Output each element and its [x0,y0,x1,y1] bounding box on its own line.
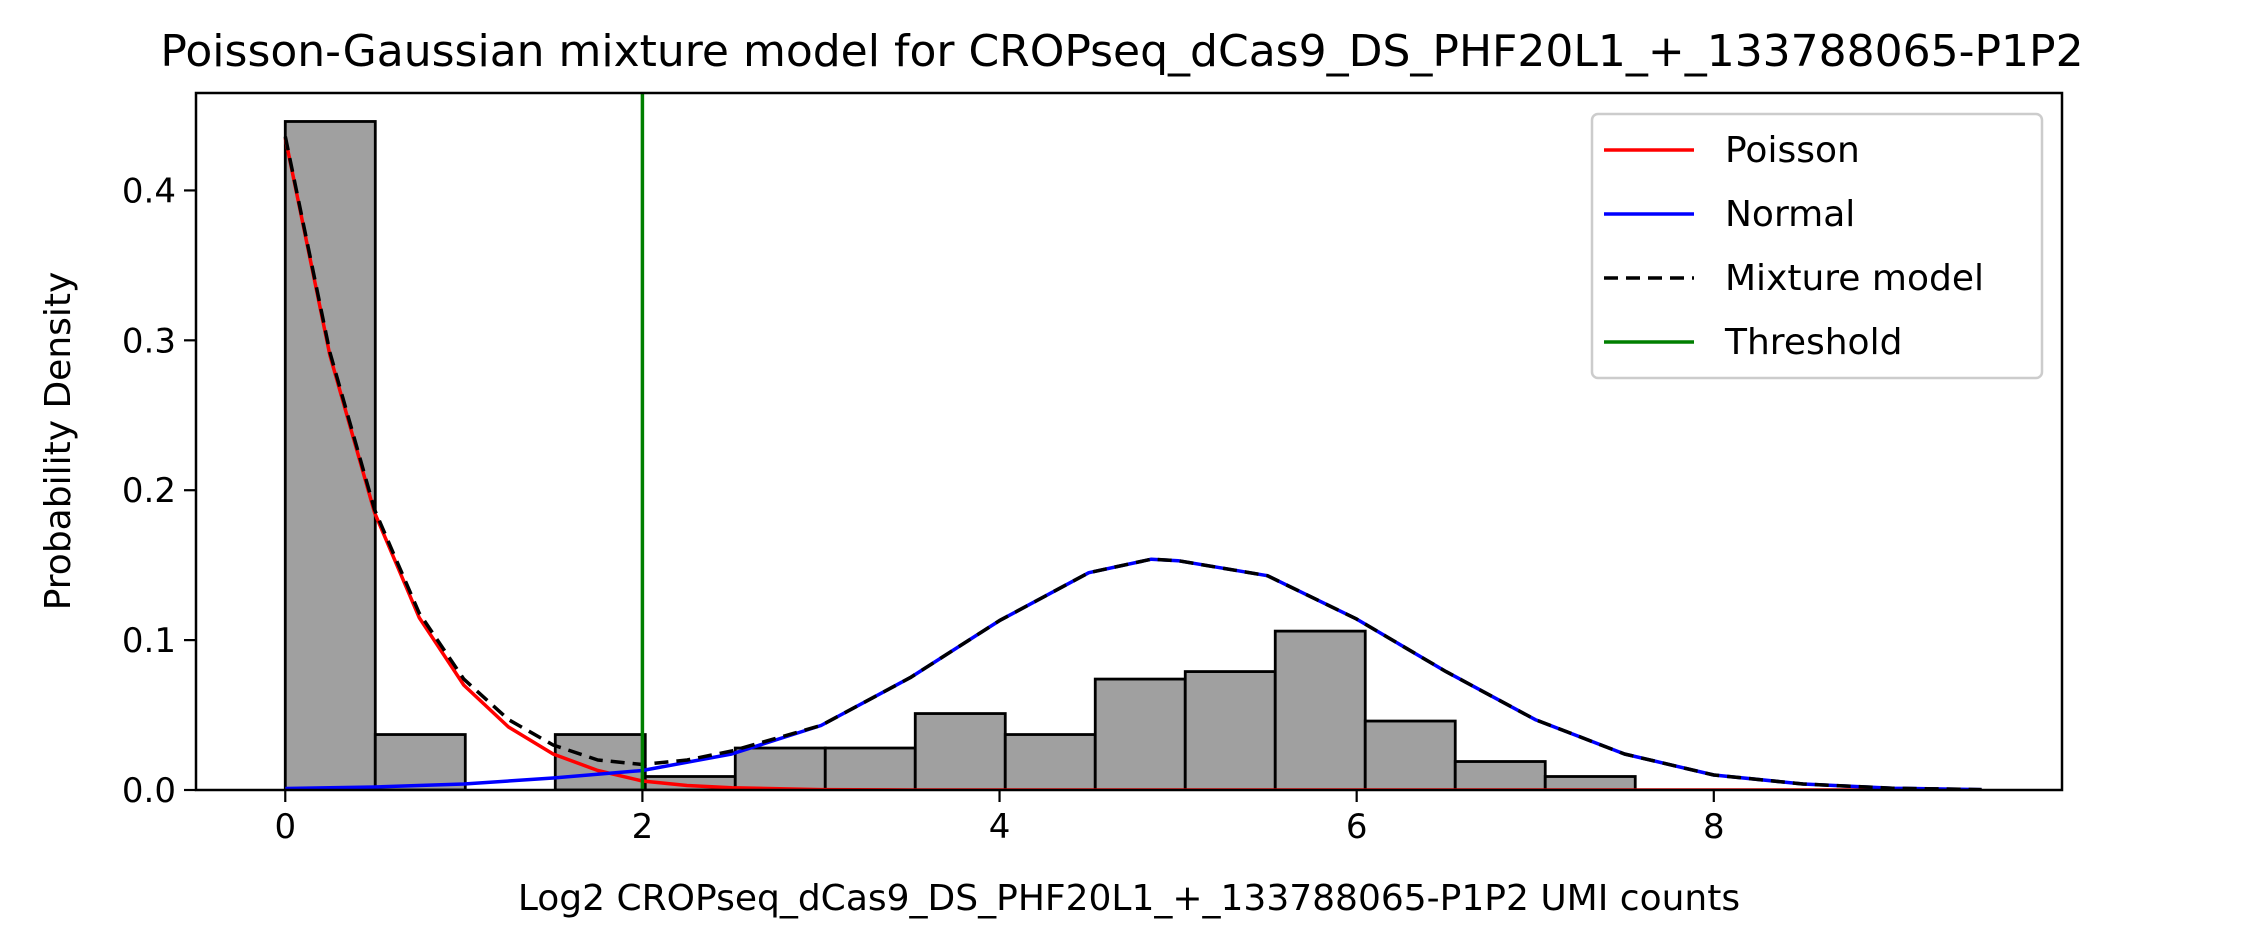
y-axis-ticks: 0.0 0.1 0.2 0.3 0.4 [122,171,196,811]
histogram-bar-1 [373,733,467,790]
histogram-bar-0 [283,120,377,790]
y-tick-label: 0.4 [122,171,176,211]
chart-title: Poisson-Gaussian mixture model for CROPs… [160,26,2083,77]
histogram-bar-13 [1453,760,1547,790]
y-tick-label: 0.2 [122,471,176,511]
histogram-bar-3 [553,733,647,790]
y-tick-label: 0.3 [122,321,176,361]
plot-frame [194,91,2064,792]
legend-box [1590,112,2044,380]
histogram-bar-14 [1543,775,1637,790]
histogram-bar-8 [1003,733,1097,790]
x-tick-label: 2 [632,807,654,847]
histogram-bar-9 [1093,677,1187,790]
histogram-bar-10 [1183,670,1277,790]
legend-label-threshold: Threshold [1724,322,1902,363]
histogram-bar-6 [823,746,917,790]
histogram-bars [283,120,1637,790]
y-axis-label: Probability Density [38,272,79,611]
histogram-bar-11 [1273,629,1367,790]
legend-label-mixture-model: Mixture model [1725,258,1984,299]
legend-label-normal: Normal [1725,194,1855,235]
x-tick-label: 0 [274,807,296,847]
x-tick-label: 4 [989,807,1011,847]
model-curves [283,93,1982,790]
poisson-curve [283,137,1982,790]
legend: Poisson Normal Mixture model Threshold [1590,112,2044,380]
y-tick-label: 0.0 [122,771,176,811]
histogram-bar-7 [913,712,1007,790]
mixture-model-curve [283,136,1982,790]
histogram-bar-5 [733,746,827,790]
x-tick-label: 8 [1703,807,1725,847]
histogram-bar-12 [1363,719,1457,790]
legend-label-poisson: Poisson [1725,130,1860,171]
x-axis-label: Log2 CROPseq_dCas9_DS_PHF20L1_+_13378806… [518,878,1740,919]
x-axis-ticks: 0 2 4 6 8 [274,790,1725,847]
x-tick-label: 6 [1346,807,1368,847]
y-tick-label: 0.1 [122,621,176,661]
